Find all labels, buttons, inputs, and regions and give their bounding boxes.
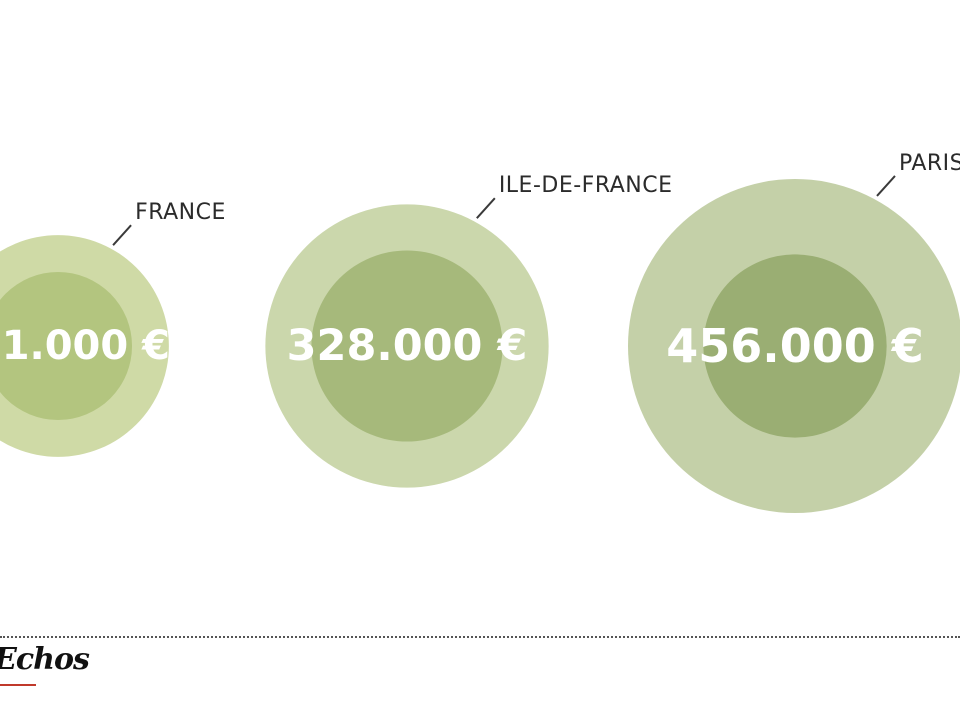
value-label-france: 201.000 € [0,323,170,369]
bubble-inner-ile-de-france [311,250,503,442]
value-label-ile-de-france: 328.000 € [287,321,528,371]
bubble-inner-france [0,271,133,421]
leader-line-ile-de-france [476,197,496,219]
logo-underline [0,684,36,686]
publisher-logo: Echos [0,642,90,677]
leader-line-paris [876,175,896,197]
bubble-inner-paris [703,254,887,438]
bubbles-group: 201.000 € FRANCE 328.000 € ILE-DE-FRANCE 456… [0,151,960,513]
value-label-paris: 456.000 € [666,319,924,373]
footer-divider [0,636,960,638]
region-label-paris: PARIS [899,151,960,176]
leader-line-france [112,224,132,246]
region-label-ile-de-france: ILE-DE-FRANCE [499,173,673,198]
region-label-france: FRANCE [135,200,226,225]
